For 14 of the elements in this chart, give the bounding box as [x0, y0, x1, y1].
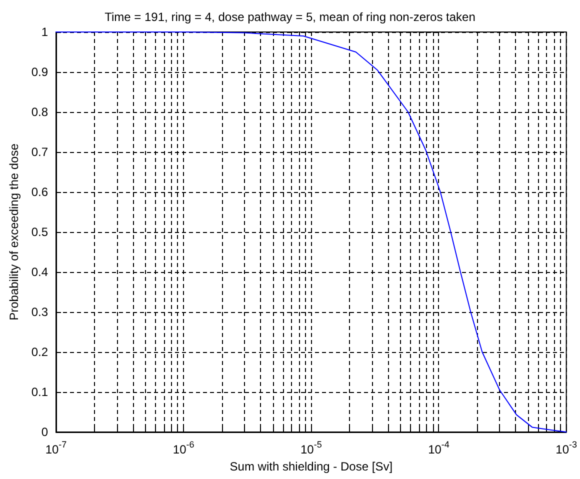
- y-tick-label: 0.5: [31, 225, 48, 239]
- y-tick-label: 0.3: [31, 305, 48, 319]
- y-tick-label: 0: [41, 425, 48, 439]
- y-tick-label: 0.8: [31, 105, 48, 119]
- y-tick-label: 0.9: [31, 65, 48, 79]
- y-tick-label: 1: [41, 25, 48, 39]
- y-tick-label: 0.6: [31, 185, 48, 199]
- x-axis-title: Sum with shielding - Dose [Sv]: [230, 459, 393, 474]
- y-tick-label: 0.1: [31, 385, 48, 399]
- y-tick-label: 0.4: [31, 265, 48, 279]
- y-axis-title: Probability of exceeding the dose: [7, 143, 21, 320]
- y-tick-label: 0.7: [31, 145, 48, 159]
- chart-title: Time = 191, ring = 4, dose pathway = 5, mean of ring non-zeros taken: [104, 10, 476, 24]
- y-tick-label: 0.2: [31, 345, 48, 359]
